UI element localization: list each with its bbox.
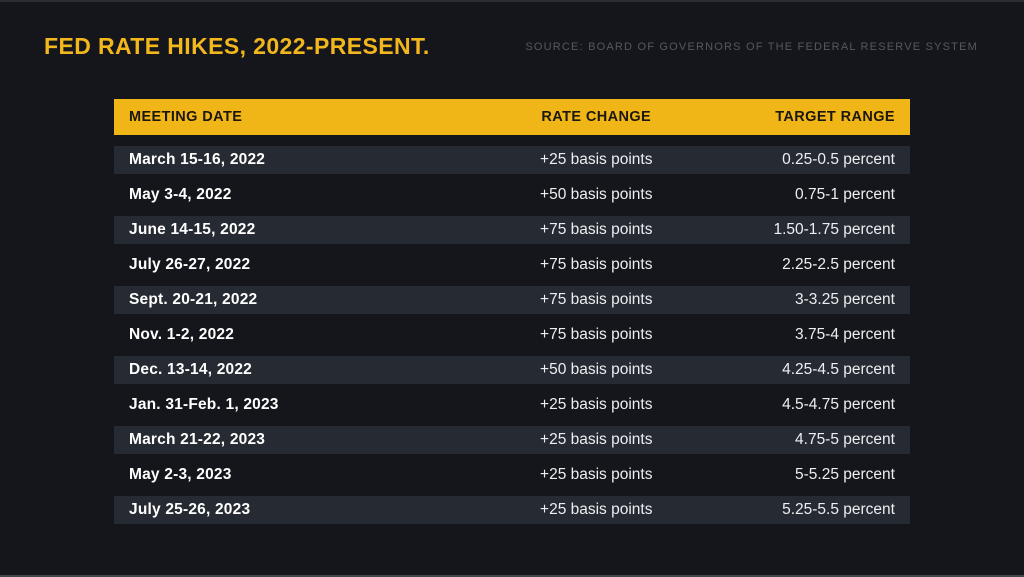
row-meeting-date: March 15-16, 2022 (129, 151, 266, 168)
bottom-edge-line (0, 575, 1024, 577)
row-target-range: 0.75-1 percent (795, 186, 895, 203)
row-rate-change: +50 basis points (540, 186, 653, 203)
row-rate-change: +25 basis points (540, 466, 653, 483)
table-body: March 15-16, 2022 +25 basis points 0.25-… (114, 146, 910, 524)
row-meeting-date: June 14-15, 2022 (129, 221, 256, 238)
row-target-range: 1.50-1.75 percent (773, 221, 895, 238)
row-meeting-date: May 3-4, 2022 (129, 186, 232, 203)
table-row: Dec. 13-14, 2022 +50 basis points 4.25-4… (114, 356, 910, 384)
row-meeting-date: Sept. 20-21, 2022 (129, 291, 258, 308)
page-title: FED RATE HIKES, 2022-PRESENT. (44, 33, 430, 59)
table-header-row: MEETING DATE RATE CHANGE TARGET RANGE (114, 99, 910, 135)
table-row: March 21-22, 2023 +25 basis points 4.75-… (114, 426, 910, 454)
row-target-range: 3.75-4 percent (795, 326, 895, 343)
table-row: June 14-15, 2022 +75 basis points 1.50-1… (114, 216, 910, 244)
fed-rate-hikes-table: MEETING DATE RATE CHANGE TARGET RANGE Ma… (114, 99, 910, 531)
row-rate-change: +25 basis points (540, 151, 653, 168)
column-header-meeting-date: MEETING DATE (129, 109, 243, 125)
row-rate-change: +75 basis points (540, 221, 653, 238)
top-edge-line (0, 0, 1024, 2)
row-target-range: 4.5-4.75 percent (782, 396, 895, 413)
column-header-rate-change: RATE CHANGE (541, 109, 652, 125)
row-meeting-date: March 21-22, 2023 (129, 431, 266, 448)
table-row: July 25-26, 2023 +25 basis points 5.25-5… (114, 496, 910, 524)
table-row: May 3-4, 2022 +50 basis points 0.75-1 pe… (114, 181, 910, 209)
table-row: Nov. 1-2, 2022 +75 basis points 3.75-4 p… (114, 321, 910, 349)
row-meeting-date: Dec. 13-14, 2022 (129, 361, 252, 378)
row-rate-change: +75 basis points (540, 256, 653, 273)
row-rate-change: +25 basis points (540, 396, 653, 413)
row-meeting-date: July 26-27, 2022 (129, 256, 251, 273)
row-rate-change: +75 basis points (540, 326, 653, 343)
row-target-range: 0.25-0.5 percent (782, 151, 895, 168)
row-rate-change: +25 basis points (540, 501, 653, 518)
row-target-range: 2.25-2.5 percent (782, 256, 895, 273)
table-row: Jan. 31-Feb. 1, 2023 +25 basis points 4.… (114, 391, 910, 419)
row-target-range: 4.75-5 percent (795, 431, 895, 448)
table-row: May 2-3, 2023 +25 basis points 5-5.25 pe… (114, 461, 910, 489)
row-target-range: 3-3.25 percent (795, 291, 895, 308)
row-rate-change: +25 basis points (540, 431, 653, 448)
row-meeting-date: Jan. 31-Feb. 1, 2023 (129, 396, 279, 413)
table-row: Sept. 20-21, 2022 +75 basis points 3-3.2… (114, 286, 910, 314)
row-rate-change: +75 basis points (540, 291, 653, 308)
column-header-target-range: TARGET RANGE (775, 109, 895, 125)
row-rate-change: +50 basis points (540, 361, 653, 378)
row-target-range: 5-5.25 percent (795, 466, 895, 483)
row-meeting-date: Nov. 1-2, 2022 (129, 326, 235, 343)
row-target-range: 4.25-4.5 percent (782, 361, 895, 378)
row-meeting-date: May 2-3, 2023 (129, 466, 232, 483)
row-meeting-date: July 25-26, 2023 (129, 501, 251, 518)
table-row: July 26-27, 2022 +75 basis points 2.25-2… (114, 251, 910, 279)
table-row: March 15-16, 2022 +25 basis points 0.25-… (114, 146, 910, 174)
source-attribution: SOURCE: BOARD OF GOVERNORS OF THE FEDERA… (525, 41, 978, 53)
row-target-range: 5.25-5.5 percent (782, 501, 895, 518)
